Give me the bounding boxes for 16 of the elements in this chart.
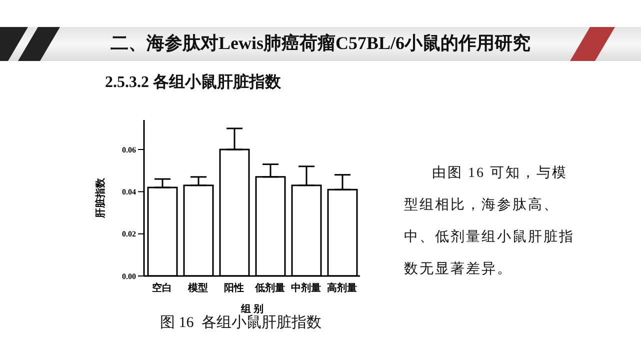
y-tick-label: 0.04 bbox=[122, 188, 136, 197]
x-tick-label: 高剂量 bbox=[327, 282, 357, 294]
caption: 图 16 各组小鼠肝脏指数 bbox=[160, 314, 322, 332]
text: 由图 16 可知，与模型组相比，海参肽高、中、低剂量组小鼠肝脏指数无显著差异。 bbox=[404, 166, 574, 277]
x-tick-label: 模型 bbox=[187, 282, 208, 294]
chart-title: 二、海参肽对Lewis肺癌荷瘤C57BL/6小鼠的作用研究 bbox=[109, 32, 532, 55]
y-tick-label: 0.00 bbox=[122, 272, 136, 281]
x-tick-label: 空白 bbox=[152, 282, 172, 294]
y-axis-title: 肝脏指数 bbox=[94, 177, 107, 219]
x-tick-label: 低剂量 bbox=[254, 282, 285, 294]
x-tick-label: 中剂量 bbox=[291, 282, 321, 294]
x-tick-label: 阳性 bbox=[224, 282, 244, 294]
x-axis-title: 组 别 bbox=[240, 303, 264, 315]
y-tick-label: 0.02 bbox=[122, 230, 136, 239]
y-tick-label: 0.06 bbox=[122, 145, 136, 154]
chart-subtitle: 2.5.3.2 各组小鼠肝脏指数 bbox=[105, 72, 281, 93]
